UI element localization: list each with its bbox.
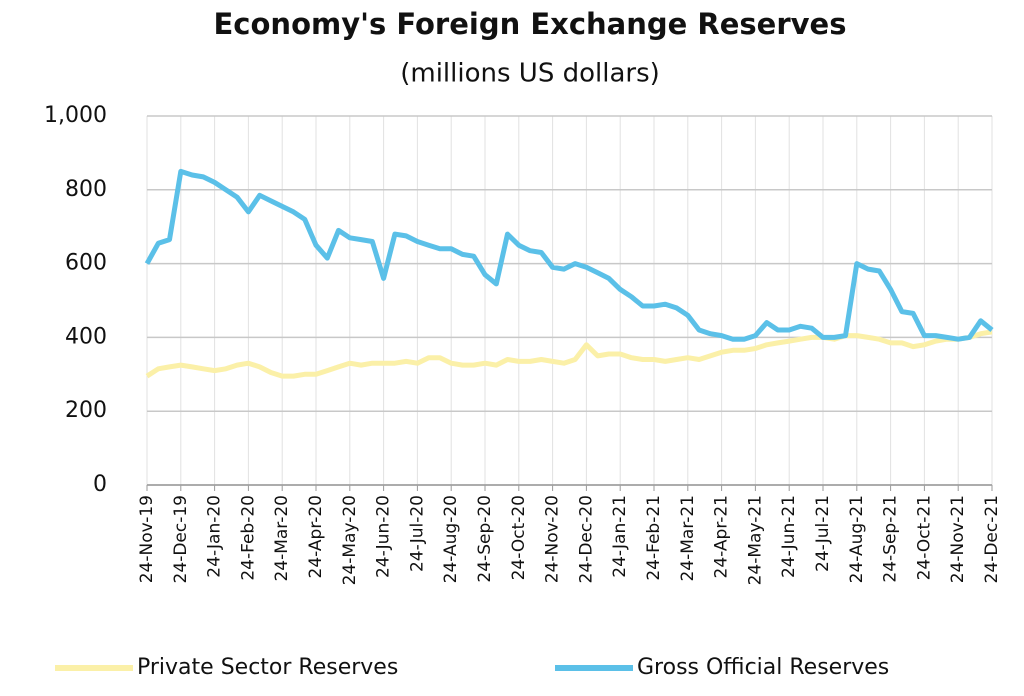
series-line — [145, 329, 993, 379]
x-tick-label: 24-Nov-20 — [543, 495, 563, 583]
x-tick-label: 24-Dec-19 — [171, 495, 191, 583]
x-tick-label: 24-Feb-20 — [238, 495, 258, 581]
legend-label: Gross Official Reserves — [637, 655, 889, 680]
x-tick-label: 24-Oct-20 — [509, 495, 529, 580]
y-tick-label: 200 — [65, 398, 107, 423]
y-tick-label: 800 — [65, 177, 107, 202]
chart-subtitle: (millions US dollars) — [400, 59, 660, 89]
x-tick-label: 24-Dec-20 — [576, 495, 596, 583]
legend-label: Private Sector Reserves — [137, 655, 398, 680]
y-tick-label: 600 — [65, 251, 107, 276]
x-tick-label: 24-May-20 — [340, 495, 360, 585]
x-tick-label: 24-Jan-20 — [205, 495, 225, 578]
x-tick-label: 24-Apr-21 — [712, 495, 732, 578]
series-line — [144, 168, 994, 342]
x-tick-label: 24-Aug-20 — [441, 495, 461, 583]
x-tick-label: 24-Jun-21 — [779, 495, 799, 578]
x-tick-label: 24-Nov-19 — [137, 495, 157, 583]
x-tick-label: 24-Aug-21 — [847, 495, 867, 583]
chart-title: Economy's Foreign Exchange Reserves — [214, 7, 847, 41]
x-tick-label: 24-Apr-20 — [306, 495, 326, 578]
y-tick-label: 0 — [93, 472, 107, 497]
x-tick-label: 24-Jul-20 — [407, 495, 427, 572]
x-tick-label: 24-Oct-21 — [914, 495, 934, 580]
x-tick-label: 24-Dec-21 — [982, 495, 1002, 583]
x-tick-label: 24-Nov-21 — [948, 495, 968, 583]
y-tick-label: 1,000 — [44, 103, 107, 128]
x-tick-label: 24-Mar-20 — [272, 495, 292, 582]
x-tick-label: 24-Jul-21 — [813, 495, 833, 572]
x-tick-label: 24-Jun-20 — [374, 495, 394, 578]
x-tick-label: 24-Feb-21 — [644, 495, 664, 581]
x-tick-label: 24-May-21 — [745, 495, 765, 585]
x-tick-label: 24-Jan-21 — [610, 495, 630, 578]
x-tick-label: 24-Sep-21 — [881, 495, 901, 583]
x-tick-label: 24-Mar-21 — [678, 495, 698, 582]
y-tick-label: 400 — [65, 324, 107, 349]
x-tick-label: 24-Sep-20 — [475, 495, 495, 583]
